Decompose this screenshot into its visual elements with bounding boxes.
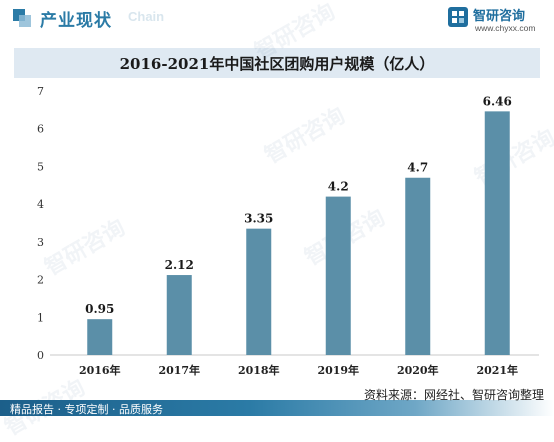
- y-tick-label: 2: [37, 274, 44, 287]
- x-tick-label: 2021年: [476, 363, 518, 377]
- chart-title: 2016-2021年中国社区团购用户规模（亿人）: [119, 55, 435, 73]
- brand-logo-icon: [448, 7, 468, 27]
- footer-tagline: 精品报告 · 专项定制 · 品质服务: [10, 403, 163, 416]
- x-tick-label: 2019年: [317, 363, 359, 377]
- bar: [87, 319, 113, 355]
- bar: [325, 196, 351, 355]
- bar: [484, 111, 510, 355]
- source-note: 资料来源：网经社、智研咨询整理: [363, 388, 544, 402]
- x-tick-label: 2016年: [79, 363, 121, 377]
- bar: [246, 228, 272, 355]
- x-tick-label: 2018年: [238, 363, 280, 377]
- bar-chart: 0 1 2 3 4 5 6 7 0.95 2016年 2.12 2017年 3.35 2018年 4.2 20…: [37, 85, 539, 377]
- bar: [405, 177, 431, 355]
- footer-bar: 精品报告 · 专项定制 · 品质服务: [0, 400, 554, 416]
- brand-name: 智研咨询: [473, 9, 526, 24]
- section-title: 产业现状: [40, 11, 112, 31]
- bar: [166, 275, 192, 355]
- section-subtitle: Chain: [128, 9, 165, 24]
- section-header: 产业现状 Chain 智研咨询 www.chyxx.com: [0, 0, 554, 36]
- y-tick-label: 1: [37, 311, 44, 324]
- x-tick-label: 2020年: [397, 363, 439, 377]
- section-marker-icon: [13, 9, 31, 27]
- y-tick-label: 4: [37, 198, 44, 211]
- x-tick-label: 2017年: [158, 363, 200, 377]
- footer: 精品报告 · 专项定制 · 品质服务 资料来源：网经社、智研咨询整理: [0, 386, 554, 416]
- brand-url: www.chyxx.com: [475, 23, 536, 33]
- data-label: 2.12: [165, 258, 194, 272]
- data-label: 6.46: [483, 94, 512, 108]
- y-tick-label: 0: [37, 349, 44, 362]
- brand-logo: 智研咨询 www.chyxx.com: [447, 4, 542, 34]
- data-label: 4.7: [407, 161, 428, 175]
- data-label: 3.35: [244, 212, 273, 226]
- y-tick-label: 6: [37, 123, 44, 136]
- y-tick-label: 3: [37, 236, 44, 249]
- data-label: 0.95: [85, 302, 114, 316]
- y-tick-label: 7: [37, 85, 44, 98]
- data-label: 4.2: [328, 180, 349, 194]
- y-tick-label: 5: [37, 160, 44, 173]
- chart-title-band: 2016-2021年中国社区团购用户规模（亿人）: [14, 48, 540, 78]
